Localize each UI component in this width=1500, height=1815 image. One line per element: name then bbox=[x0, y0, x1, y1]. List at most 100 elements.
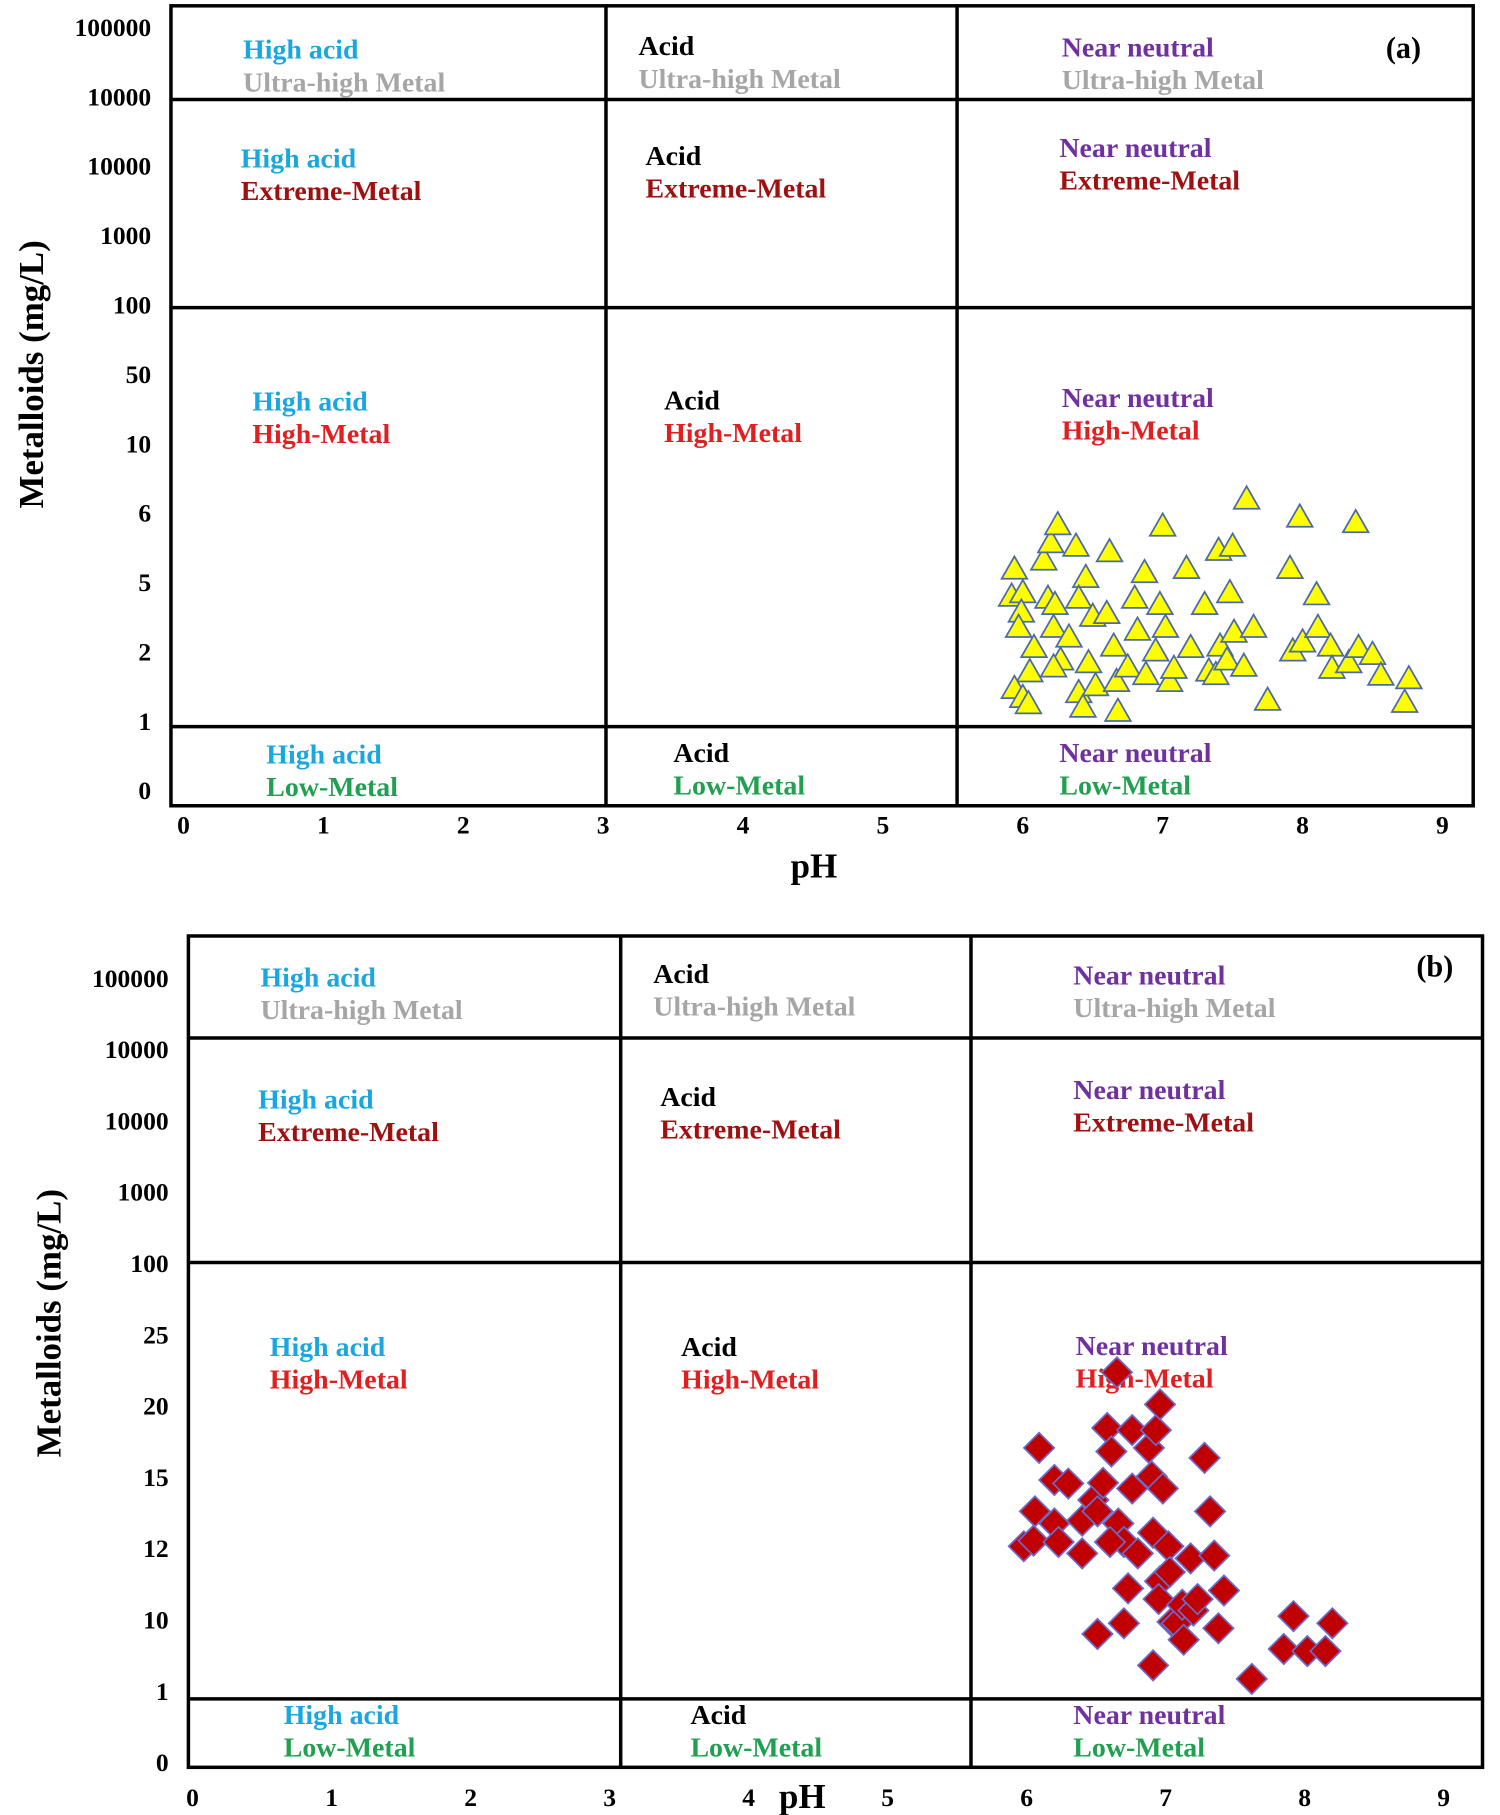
data-point bbox=[1394, 664, 1424, 690]
data-point bbox=[1040, 590, 1070, 616]
y-axis-title: Metalloids (mg/L) bbox=[12, 240, 51, 508]
data-point bbox=[1334, 648, 1364, 674]
zone-metal: Ultra-high Metal bbox=[653, 992, 855, 1023]
data-point bbox=[1358, 639, 1387, 665]
data-point bbox=[1316, 631, 1345, 657]
data-point bbox=[1155, 667, 1184, 693]
data-point bbox=[1142, 1582, 1175, 1616]
x-tick-label: 6 bbox=[1020, 1783, 1033, 1812]
data-point bbox=[1103, 696, 1133, 722]
y-tick-label: 2 bbox=[138, 637, 151, 666]
data-point bbox=[1253, 685, 1282, 711]
zone-acidity: High acid bbox=[241, 144, 357, 175]
zone-metal: Low-Metal bbox=[1073, 1732, 1205, 1763]
y-tick-label: 10000 bbox=[87, 152, 151, 181]
y-tick-label: 1 bbox=[156, 1677, 169, 1706]
zone-metal: Ultra-high Metal bbox=[639, 64, 841, 95]
x-tick-label: 9 bbox=[1437, 1783, 1450, 1812]
data-point bbox=[1146, 1472, 1180, 1505]
data-point bbox=[1042, 1525, 1075, 1559]
data-point bbox=[1064, 583, 1094, 609]
y-tick-label: 100 bbox=[113, 290, 151, 319]
x-tick-label: 2 bbox=[457, 811, 470, 840]
zone-acidity: Acid bbox=[653, 959, 709, 990]
zone-acidity: High acid bbox=[243, 35, 359, 66]
data-point bbox=[1022, 1431, 1056, 1465]
data-point bbox=[1167, 1623, 1201, 1657]
x-tick-label: 9 bbox=[1436, 811, 1449, 840]
zone-metal: Ultra-high Metal bbox=[1073, 993, 1275, 1024]
data-point bbox=[1115, 1413, 1149, 1447]
zone-metal: Low-Metal bbox=[266, 772, 398, 803]
data-point bbox=[1219, 617, 1249, 643]
data-point bbox=[1215, 578, 1245, 604]
y-tick-label: 10 bbox=[126, 429, 152, 458]
data-point bbox=[1039, 612, 1068, 638]
data-point bbox=[1190, 590, 1219, 616]
zone-acidity: Acid bbox=[660, 1082, 716, 1113]
data-point bbox=[1093, 1525, 1127, 1559]
data-point bbox=[1004, 612, 1033, 638]
zone-metal: Extreme-Metal bbox=[1059, 166, 1240, 197]
zone-metal: High-Metal bbox=[252, 419, 390, 450]
data-point bbox=[1141, 636, 1170, 662]
data-point bbox=[1232, 484, 1261, 510]
data-point bbox=[1061, 531, 1091, 557]
x-tick-label: 0 bbox=[177, 811, 190, 840]
zone-acidity: Near neutral bbox=[1073, 1700, 1225, 1731]
data-point bbox=[1081, 671, 1110, 697]
data-point bbox=[1212, 645, 1242, 671]
data-point bbox=[1277, 1599, 1310, 1633]
data-point bbox=[1176, 633, 1205, 659]
data-point bbox=[1202, 1611, 1235, 1645]
data-point bbox=[1019, 633, 1049, 659]
plot-frame bbox=[186, 934, 1485, 1770]
data-point bbox=[1285, 502, 1315, 528]
data-point bbox=[1235, 1662, 1269, 1696]
zone-acidity: High acid bbox=[252, 387, 368, 418]
data-point bbox=[1081, 1617, 1114, 1651]
data-point bbox=[1090, 1411, 1124, 1445]
data-point bbox=[1074, 648, 1103, 674]
zone-metal: Extreme-Metal bbox=[646, 174, 827, 205]
data-point bbox=[1153, 1555, 1187, 1589]
zone-acidity: Near neutral bbox=[1073, 1075, 1225, 1106]
zone-metal: Low-Metal bbox=[1059, 771, 1191, 802]
zone-metal: Ultra-high Metal bbox=[1062, 65, 1264, 96]
data-point bbox=[1201, 660, 1231, 686]
zone-acidity: High acid bbox=[266, 739, 382, 770]
data-point bbox=[1288, 627, 1317, 653]
zone-acidity: Near neutral bbox=[1062, 32, 1214, 63]
y-tick-label: 10000 bbox=[105, 1035, 169, 1064]
x-axis-title: pH bbox=[779, 1777, 826, 1815]
data-point bbox=[1188, 1441, 1221, 1475]
zone-acidity: Acid bbox=[681, 1332, 737, 1363]
data-point bbox=[1148, 511, 1177, 537]
data-point bbox=[1039, 652, 1068, 678]
zone-metal: High-Metal bbox=[1062, 416, 1200, 447]
data-point bbox=[1197, 1539, 1231, 1572]
data-point bbox=[1172, 553, 1201, 579]
data-point bbox=[1344, 633, 1373, 659]
data-point bbox=[1181, 1582, 1214, 1616]
y-tick-label: 25 bbox=[143, 1320, 169, 1349]
zone-acidity: Acid bbox=[690, 1700, 746, 1731]
y-tick-label: 10 bbox=[143, 1605, 169, 1634]
data-point bbox=[1151, 612, 1180, 638]
zone-acidity: Acid bbox=[639, 31, 695, 62]
x-tick-label: 0 bbox=[186, 1783, 199, 1812]
zone-metal: Extreme-Metal bbox=[660, 1115, 841, 1146]
zone-acidity: Acid bbox=[673, 738, 729, 769]
x-tick-label: 5 bbox=[881, 1783, 894, 1812]
data-point bbox=[1309, 1634, 1342, 1668]
zone-acidity: High acid bbox=[284, 1700, 400, 1731]
zone-metal: Extreme-Metal bbox=[241, 176, 422, 207]
x-tick-label: 5 bbox=[877, 811, 890, 840]
data-point bbox=[1111, 1572, 1145, 1605]
data-point bbox=[1017, 1524, 1050, 1557]
data-point bbox=[1102, 667, 1131, 693]
data-point bbox=[1099, 631, 1129, 657]
zone-acidity: Near neutral bbox=[1059, 133, 1211, 164]
